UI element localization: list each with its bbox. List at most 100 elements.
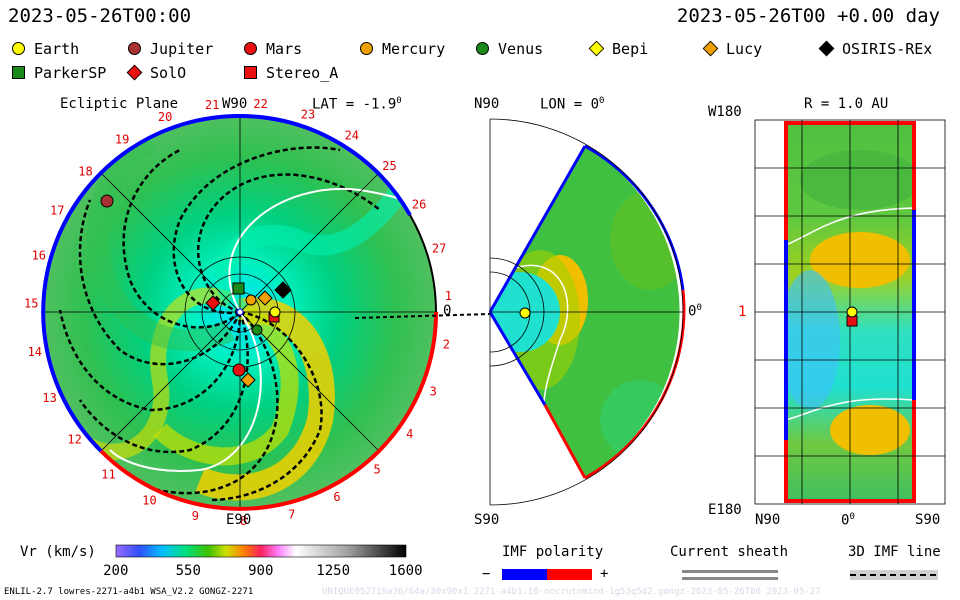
right-timestamp: 2023-05-26T00 +0.00 day (676, 5, 940, 27)
legend-item-parkersp: ParkerSP (12, 64, 106, 82)
venus-marker (251, 324, 263, 336)
carrington-tick-label: 5 (373, 463, 380, 477)
carrington-tick-label: 13 (42, 391, 56, 405)
surface-top-left: W180 (708, 104, 742, 120)
carrington-tick-label: 27 (432, 242, 446, 256)
carrington-tick-label: 15 (24, 297, 38, 311)
carrington-tick-label: 21 (205, 98, 219, 112)
legend-label: Jupiter (141, 40, 214, 58)
legend-item-jupiter: Jupiter (128, 40, 213, 58)
carrington-tick-label: 8 (240, 514, 247, 528)
carrington-tick-label: 26 (412, 197, 426, 211)
legend-label: Mercury (373, 40, 446, 58)
jupiter-marker (100, 194, 114, 208)
carrington-tick-label: 25 (382, 159, 396, 173)
meridional-panel (488, 118, 686, 506)
meridional-earth-marker (519, 307, 531, 319)
imf-minus-label: − (482, 566, 491, 582)
legend-item-venus: Venus (476, 40, 543, 58)
legend-label: SolO (141, 64, 187, 82)
ecliptic-right-label: 0 (443, 303, 452, 319)
parkersp-marker (232, 282, 245, 295)
velocity-colorbar (115, 544, 407, 558)
carrington-tick-label: 11 (101, 467, 115, 481)
legend-item-stereo-a: Stereo_A (244, 64, 338, 82)
square-icon (12, 66, 25, 79)
carrington-tick-label: 19 (115, 132, 129, 146)
imf-positive-swatch (547, 569, 592, 580)
surface-x-right: S90 (915, 512, 941, 528)
legend-label: Venus (489, 40, 544, 58)
colorbar-tick-label: 900 (248, 563, 274, 579)
carrington-tick-label: 17 (50, 204, 64, 218)
meridional-top-label: N90 (474, 96, 500, 112)
carrington-tick-label: 3 (430, 384, 437, 398)
ecliptic-top-label: W90 (222, 96, 248, 112)
carrington-tick-label: 23 (301, 107, 315, 121)
earth-marker (269, 306, 281, 318)
circle-icon (476, 42, 489, 55)
surface-bottom-left: E180 (708, 502, 742, 518)
carrington-tick-label: 18 (78, 164, 92, 178)
surface-radius-label: R = 1.0 AU (804, 96, 889, 112)
footer-left: ENLIL-2.7 lowres-2271-a4b1 WSA_V2.2 GONG… (4, 587, 254, 597)
carrington-tick-label: 9 (192, 509, 199, 523)
solo-marker (205, 295, 221, 311)
legend-item-bepi: Bepi (588, 40, 649, 58)
circle-icon (12, 42, 25, 55)
footer-right: UNIQUE052718a36/64a/30x90x1 2271-a4b1.16… (322, 587, 821, 597)
square-icon (244, 66, 257, 79)
carrington-tick-label: 20 (158, 110, 172, 124)
circle-icon (128, 42, 141, 55)
imf-line-title: 3D IMF line (848, 544, 941, 560)
ecliptic-bottom-label: E90 (226, 512, 252, 528)
carrington-tick-label: 6 (333, 490, 340, 504)
carrington-tick-label: 7 (288, 508, 295, 522)
colorbar-tick-label: 200 (103, 563, 129, 579)
legend-label: Earth (25, 40, 80, 58)
legend-label: OSIRIS-REx (833, 40, 933, 58)
colorbar-label: Vr (km/s) (20, 544, 96, 560)
imf-plus-label: + (600, 566, 609, 582)
circle-icon (360, 42, 373, 55)
legend-item-osiris-rex: OSIRIS-REx (818, 40, 933, 58)
carrington-tick-label: 10 (142, 493, 156, 507)
carrington-tick-label: 22 (253, 97, 267, 111)
legend-item-lucy: Lucy (702, 40, 763, 58)
legend-item-earth: Earth (12, 40, 79, 58)
surface-earth-marker (846, 306, 858, 318)
left-timestamp: 2023-05-26T00:00 (8, 5, 192, 27)
current-sheath-title: Current sheath (670, 544, 789, 560)
ecliptic-title: Ecliptic Plane (60, 96, 179, 112)
current-sheath-swatch (682, 570, 778, 573)
legend-item-mercury: Mercury (360, 40, 445, 58)
colorbar-tick-label: 550 (175, 563, 201, 579)
imf-polarity-title: IMF polarity (502, 544, 604, 560)
circle-icon (244, 42, 257, 55)
lucy-marker (240, 372, 256, 388)
legend-label: Lucy (717, 40, 763, 58)
surface-x-mid: 00 (841, 512, 855, 529)
colorbar-tick-label: 1250 (316, 563, 351, 579)
surface-panel (754, 119, 946, 505)
legend-item-mars: Mars (244, 40, 302, 58)
meridional-bottom-label: S90 (474, 512, 500, 528)
legend-item-solo: SolO (126, 64, 187, 82)
legend-label: ParkerSP (25, 64, 107, 82)
surface-mid-left: 1 (738, 304, 747, 320)
carrington-tick-label: 2 (443, 338, 450, 352)
legend-label: Bepi (603, 40, 649, 58)
meridional-lon-label: LON = 00 (540, 96, 605, 113)
mars-marker (232, 363, 246, 377)
meridional-right-label: 00 (688, 303, 702, 320)
carrington-tick-label: 14 (28, 345, 42, 359)
ecliptic-lat-label: LAT = -1.90 (312, 96, 402, 113)
carrington-tick-label: 1 (445, 289, 452, 303)
imf-negative-swatch (502, 569, 547, 580)
mercury-marker (245, 294, 257, 306)
legend-label: Stereo_A (257, 64, 339, 82)
carrington-tick-label: 12 (67, 433, 81, 447)
